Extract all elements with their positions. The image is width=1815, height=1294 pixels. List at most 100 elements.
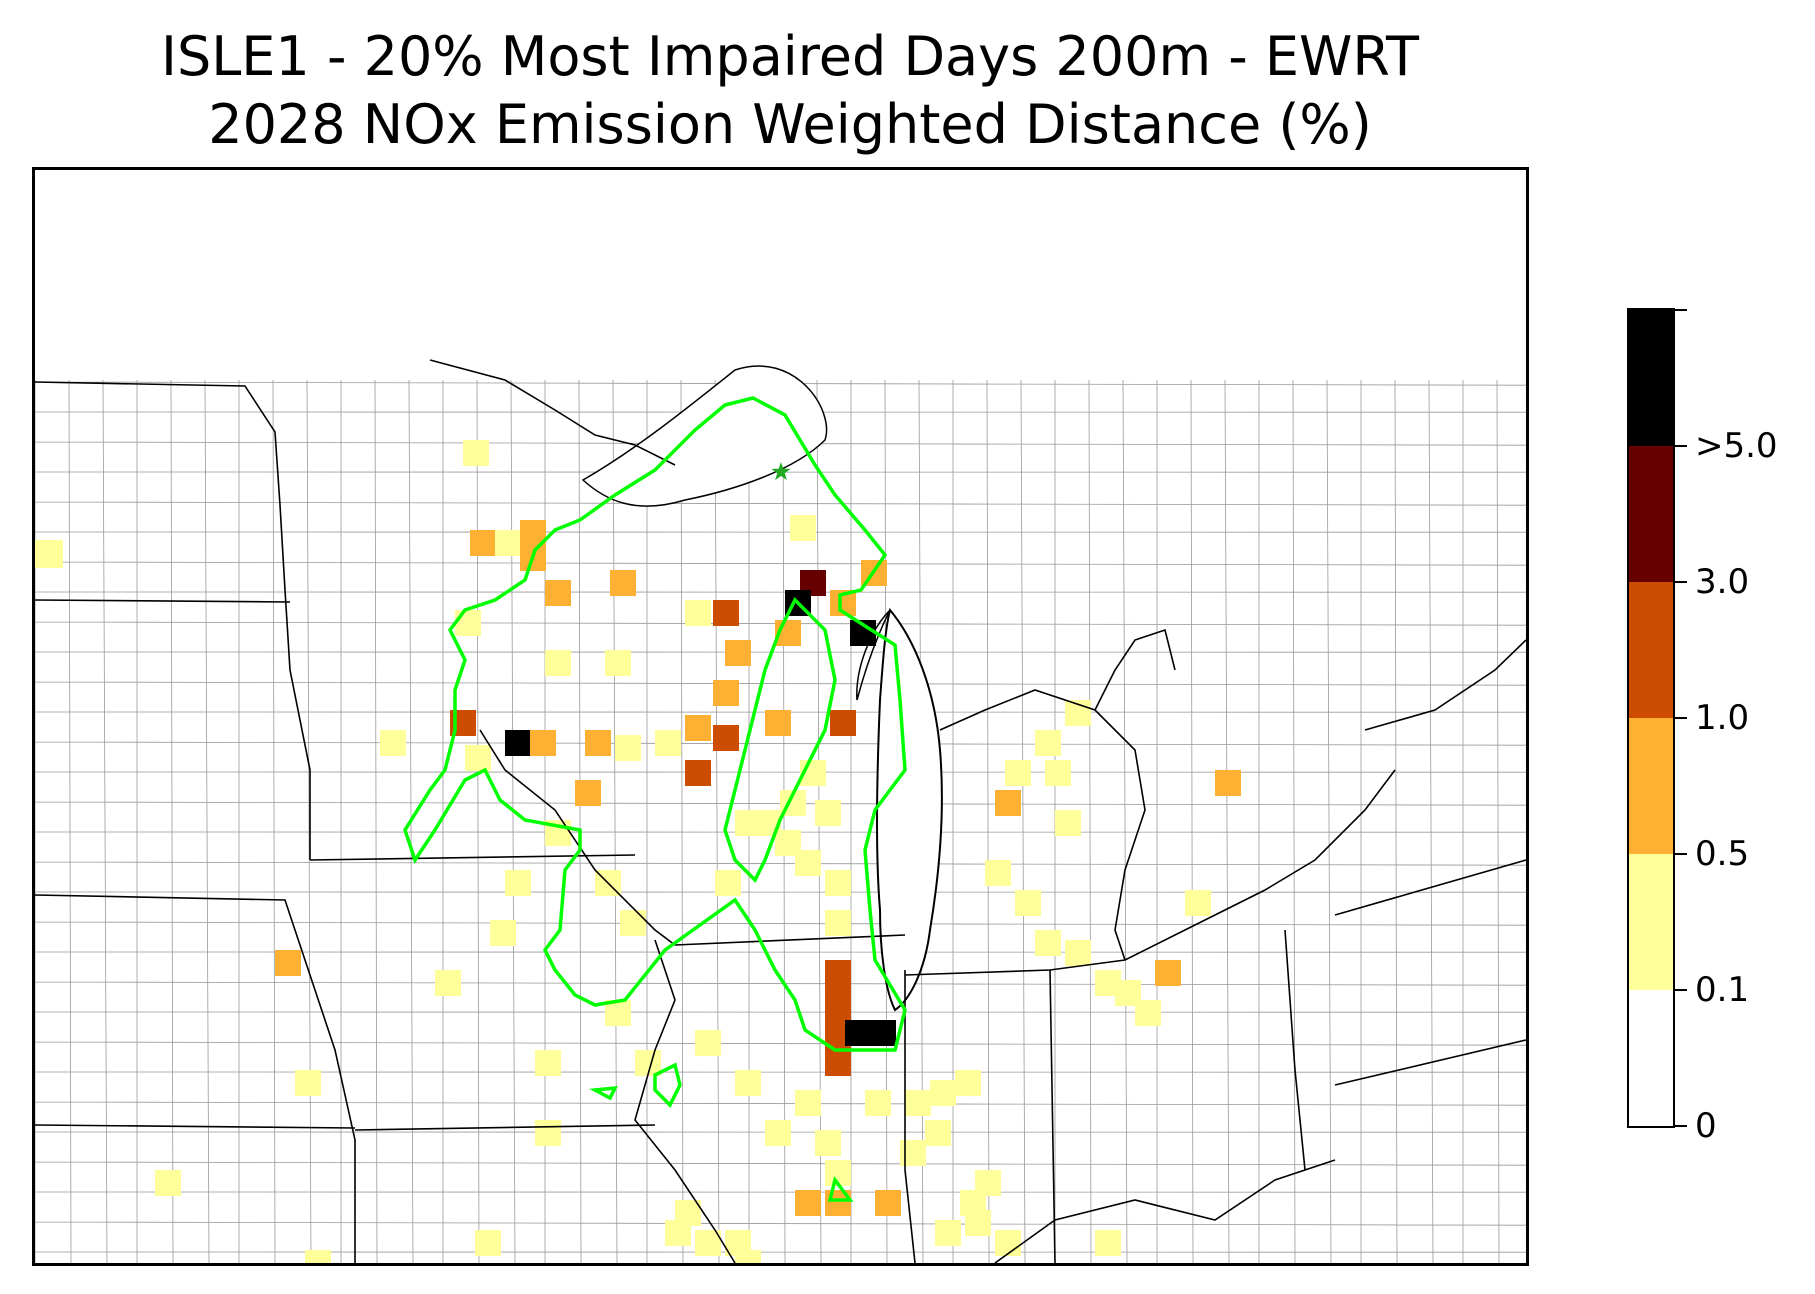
border-wi-il	[674, 934, 906, 946]
emission-cell	[530, 730, 556, 756]
receptor-marker	[771, 462, 791, 481]
map-frame	[32, 167, 1529, 1266]
emission-cell	[715, 870, 741, 896]
border-ia-mo	[354, 1124, 656, 1131]
emission-cell	[713, 600, 739, 626]
emission-cell	[765, 710, 791, 736]
border-in-oh	[1049, 969, 1056, 1263]
emission-cell	[470, 530, 496, 556]
border-ny-pa	[1334, 859, 1526, 916]
lake-erie-shore	[1124, 769, 1396, 961]
emission-cell	[825, 910, 851, 936]
emission-cell	[695, 1030, 721, 1056]
emission-cell	[685, 760, 711, 786]
colorbar-tick	[1675, 445, 1687, 447]
emission-cell	[1135, 1000, 1161, 1026]
colorbar-label: 1.0	[1695, 698, 1750, 738]
emission-cell	[830, 710, 856, 736]
colorbar-tick	[1675, 581, 1687, 583]
emission-cell	[305, 1250, 331, 1263]
emission-cell	[380, 730, 406, 756]
emission-cell	[795, 850, 821, 876]
colorbar-tick	[1675, 717, 1687, 719]
border-ia-ne	[35, 894, 356, 1263]
emission-cell	[1215, 770, 1241, 796]
emission-cell	[620, 910, 646, 936]
emission-cell	[535, 1050, 561, 1076]
emission-cell	[930, 1080, 956, 1106]
colorbar-label: 0.1	[1695, 970, 1750, 1010]
map-title-line-1: ISLE1 - 20% Most Impaired Days 200m - EW…	[161, 25, 1419, 88]
emission-cell	[735, 1070, 761, 1096]
border-ne-sd	[35, 599, 291, 603]
colorbar-segment	[1629, 990, 1673, 1126]
emission-cell	[685, 600, 711, 626]
colorbar-label: >5.0	[1695, 426, 1778, 466]
emission-cell	[490, 920, 516, 946]
border-oh-pa	[1284, 929, 1306, 1171]
colorbar	[1627, 308, 1675, 1128]
emission-cell	[905, 1090, 931, 1116]
border-il-mo-river	[634, 939, 736, 1263]
emission-cell	[1185, 890, 1211, 916]
emission-cell	[765, 1120, 791, 1146]
contour-line	[827, 1176, 854, 1202]
emission-cell	[655, 730, 681, 756]
emission-cell	[505, 870, 531, 896]
colorbar-label: 0	[1695, 1106, 1717, 1146]
lake-michigan	[875, 607, 943, 1012]
emission-cell	[465, 745, 491, 771]
emission-cell	[865, 1090, 891, 1116]
emission-cell	[695, 1230, 721, 1256]
emission-cell	[1035, 930, 1061, 956]
emission-cell	[1005, 760, 1031, 786]
emission-cell	[795, 1090, 821, 1116]
emission-cell	[505, 730, 531, 756]
colorbar-label: 0.5	[1695, 834, 1750, 874]
emission-cell	[685, 715, 711, 741]
emission-cell	[1055, 810, 1081, 836]
emission-cell	[815, 1130, 841, 1156]
colorbar-tick	[1675, 989, 1687, 991]
emission-cell	[1065, 940, 1091, 966]
emission-cell	[435, 970, 461, 996]
lower-michigan-shore	[939, 689, 1146, 961]
emission-cell	[825, 960, 851, 986]
emission-cell	[495, 530, 521, 556]
lake-superior	[581, 365, 828, 507]
colorbar-tick	[1675, 1125, 1687, 1127]
emission-cell	[605, 650, 631, 676]
colorbar-segment	[1629, 718, 1673, 854]
emission-cell	[1155, 960, 1181, 986]
colorbar-segment	[1629, 446, 1673, 582]
colorbar-segment	[1629, 854, 1673, 990]
emission-cell	[815, 800, 841, 826]
border-mn-ia	[309, 854, 636, 861]
border-pa-md	[1334, 1039, 1526, 1086]
emission-cell	[925, 1120, 951, 1146]
emission-cell	[295, 1070, 321, 1096]
emission-cell	[713, 680, 739, 706]
colorbar-tick	[1675, 853, 1687, 855]
map-title-line-2: 2028 NOx Emission Weighted Distance (%)	[208, 93, 1372, 156]
emission-cell	[735, 1250, 761, 1263]
colorbar-segment	[1629, 310, 1673, 446]
influence-contours	[403, 396, 907, 1202]
border-mi-in-oh	[904, 959, 1126, 976]
emission-cell	[1035, 730, 1061, 756]
emission-cell	[575, 780, 601, 806]
emission-cell	[875, 1190, 901, 1216]
emission-cell	[35, 540, 63, 568]
emission-cells	[35, 440, 1241, 1263]
emission-cell	[985, 860, 1011, 886]
emission-cell	[790, 515, 816, 541]
emission-cell	[615, 735, 641, 761]
lake-ontario-shore	[1364, 639, 1526, 731]
colorbar-segment	[1629, 582, 1673, 718]
border-mn-wi-river	[479, 729, 676, 946]
emission-cell	[995, 1230, 1021, 1256]
map-canvas	[35, 359, 1526, 1263]
contour-line	[723, 597, 837, 883]
colorbar-tick	[1675, 309, 1687, 311]
county-borders	[35, 379, 1526, 1263]
